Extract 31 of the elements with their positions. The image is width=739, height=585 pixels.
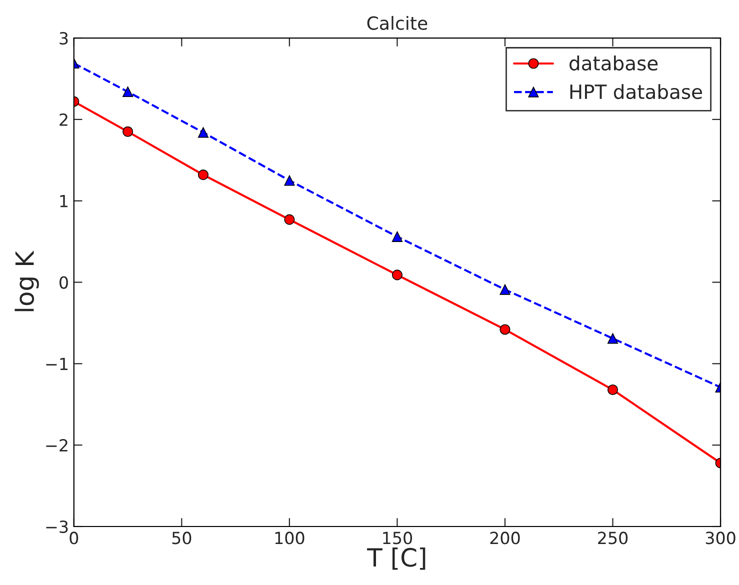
point <box>607 333 618 344</box>
point <box>198 170 209 180</box>
chart-title: Calcite <box>367 16 428 30</box>
point <box>500 324 510 335</box>
point <box>392 270 402 280</box>
y-tick-label: 0 <box>60 276 68 289</box>
legend-label: database <box>570 56 658 71</box>
y-axis-title: log K <box>14 250 39 312</box>
legend-label: HPT database <box>570 84 702 100</box>
y-tick-label: −2 <box>46 439 68 452</box>
y-tick-label: −3 <box>46 520 68 534</box>
point <box>284 214 295 225</box>
y-tick-label: 2 <box>60 113 68 126</box>
x-tick-label: 150 <box>383 532 412 544</box>
point <box>198 127 209 138</box>
point <box>500 284 510 295</box>
y-tick-label: 3 <box>60 32 68 45</box>
x-tick-label: 200 <box>490 532 520 544</box>
x-tick-label: 50 <box>172 532 192 544</box>
x-tick-label: 300 <box>706 532 736 544</box>
point <box>122 86 134 98</box>
x-tick-label: 100 <box>275 532 304 544</box>
x-axis-title: T [C] <box>367 547 426 570</box>
point <box>284 175 295 186</box>
point <box>392 231 402 242</box>
x-tick-label: 0 <box>70 532 78 544</box>
x-tick-label: 250 <box>598 532 628 544</box>
y-tick-label: −1 <box>46 358 68 370</box>
point <box>122 126 134 137</box>
point <box>607 384 618 396</box>
y-tick-label: 1 <box>60 195 68 208</box>
